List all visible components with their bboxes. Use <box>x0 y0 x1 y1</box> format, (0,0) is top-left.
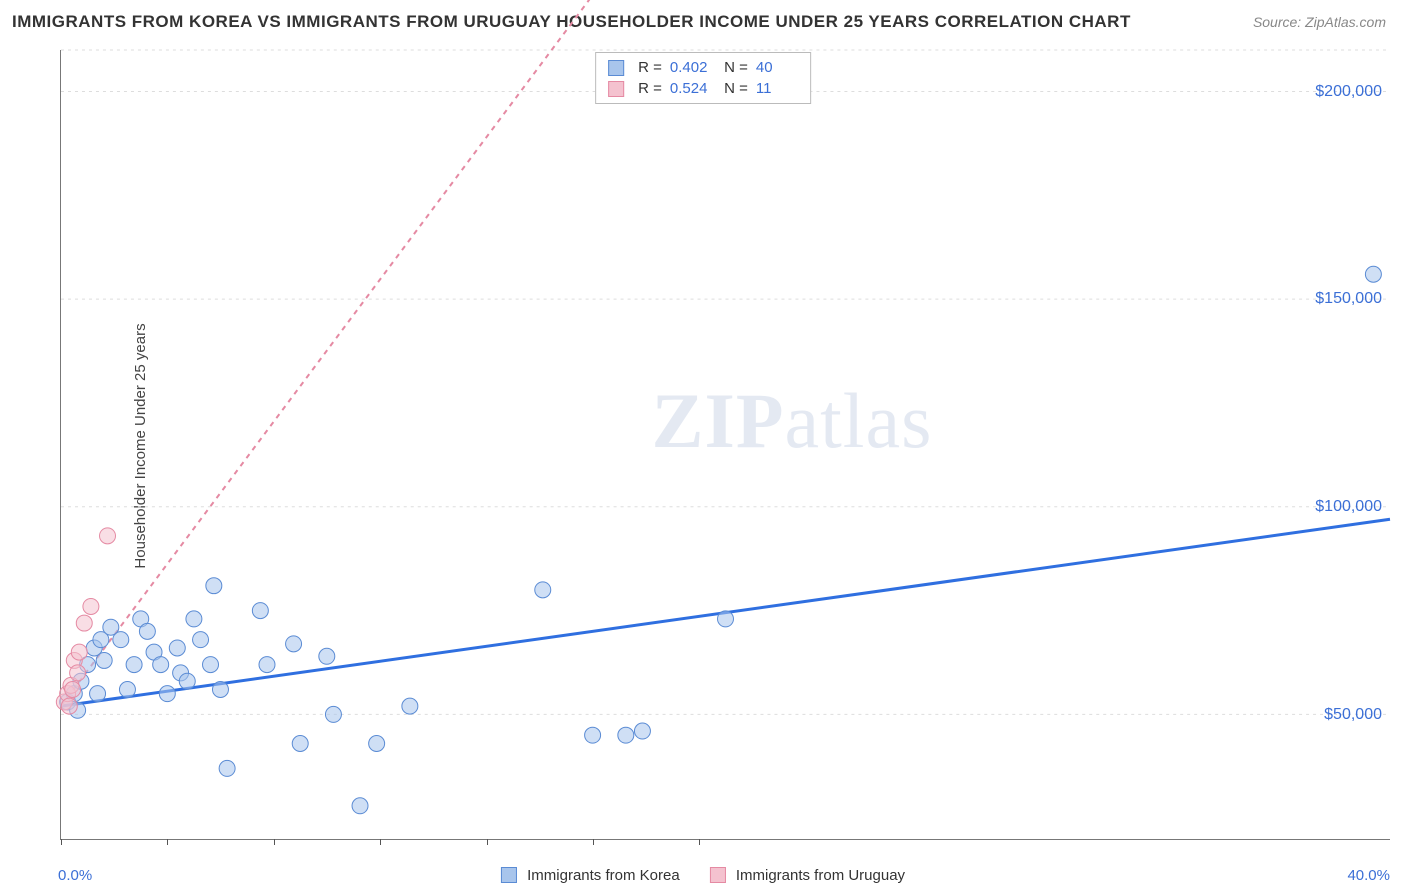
x-tick-mark <box>593 839 594 845</box>
stats-r-label: R = <box>638 59 662 76</box>
legend-swatch-uruguay <box>710 867 726 883</box>
x-tick-mark <box>487 839 488 845</box>
stats-n-value-uruguay: 11 <box>756 80 798 97</box>
stats-r-value-uruguay: 0.524 <box>670 80 712 97</box>
legend-label-uruguay: Immigrants from Uruguay <box>736 867 905 884</box>
stats-row-korea: R = 0.402 N = 40 <box>608 57 798 78</box>
legend-item-uruguay: Immigrants from Uruguay <box>710 867 905 884</box>
x-axis-start-label: 0.0% <box>58 867 92 884</box>
x-tick-mark <box>61 839 62 845</box>
legend-item-korea: Immigrants from Korea <box>501 867 680 884</box>
stats-n-value-korea: 40 <box>756 59 798 76</box>
y-tick-label: $100,000 <box>1315 498 1382 516</box>
stats-row-uruguay: R = 0.524 N = 11 <box>608 78 798 99</box>
y-tick-label: $200,000 <box>1315 83 1382 101</box>
chart-svg <box>61 50 1390 839</box>
stats-n-label: N = <box>720 59 748 76</box>
x-tick-mark <box>274 839 275 845</box>
y-tick-label: $50,000 <box>1324 706 1382 724</box>
x-tick-mark <box>380 839 381 845</box>
swatch-korea <box>608 60 624 76</box>
x-axis-end-label: 40.0% <box>1347 867 1390 884</box>
stats-r-value-korea: 0.402 <box>670 59 712 76</box>
stats-n-label: N = <box>720 80 748 97</box>
legend-swatch-korea <box>501 867 517 883</box>
source-attribution: Source: ZipAtlas.com <box>1253 14 1386 30</box>
y-tick-label: $150,000 <box>1315 290 1382 308</box>
legend-label-korea: Immigrants from Korea <box>527 867 680 884</box>
bottom-legend: Immigrants from Korea Immigrants from Ur… <box>501 867 905 884</box>
stats-legend-box: R = 0.402 N = 40 R = 0.524 N = 11 <box>595 52 811 104</box>
x-tick-mark <box>167 839 168 845</box>
x-tick-mark <box>699 839 700 845</box>
stats-r-label: R = <box>638 80 662 97</box>
swatch-uruguay <box>608 81 624 97</box>
plot-area: ZIPatlas $50,000$100,000$150,000$200,000 <box>60 50 1390 840</box>
